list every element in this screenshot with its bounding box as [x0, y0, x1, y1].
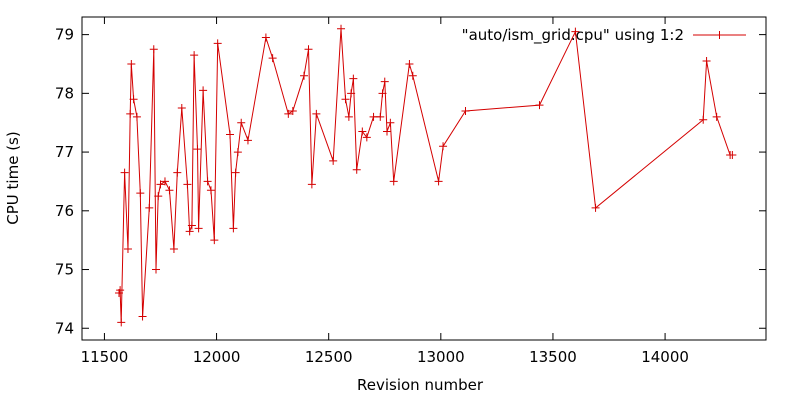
- x-tick-label: 11500: [81, 348, 129, 366]
- data-point: [358, 127, 367, 136]
- data-point: [329, 156, 338, 165]
- data-point: [389, 177, 398, 186]
- data-point: [138, 312, 147, 321]
- data-point: [288, 106, 297, 115]
- data-point: [231, 168, 240, 177]
- data-point: [160, 177, 169, 186]
- data-point: [337, 24, 346, 33]
- data-point: [571, 27, 580, 36]
- data-point: [728, 151, 737, 160]
- data-point: [187, 221, 196, 230]
- data-point: [352, 165, 361, 174]
- data-point: [362, 133, 371, 142]
- data-point: [312, 109, 321, 118]
- data-point: [304, 45, 313, 54]
- data-point: [237, 118, 246, 127]
- legend-label: "auto/ism_grid.cpu" using 1:2: [462, 26, 684, 45]
- y-tick-label: 77: [55, 143, 74, 161]
- data-point: [169, 244, 178, 253]
- data-point: [408, 71, 417, 80]
- data-point: [126, 109, 135, 118]
- data-point: [190, 51, 199, 60]
- data-point: [341, 95, 350, 104]
- data-point: [405, 59, 414, 68]
- data-point: [591, 203, 600, 212]
- data-point: [120, 168, 129, 177]
- data-point: [439, 142, 448, 151]
- data-point: [183, 180, 192, 189]
- data-point: [165, 186, 174, 195]
- data-point: [307, 180, 316, 189]
- data-point: [369, 112, 378, 121]
- x-axis-ticks: 11500 12000 12500 13000 13500 14000: [81, 17, 689, 366]
- data-point: [154, 192, 163, 201]
- data-point: [229, 224, 238, 233]
- data-point: [145, 203, 154, 212]
- data-point: [268, 54, 277, 63]
- data-point: [213, 39, 222, 48]
- data-point: [386, 118, 395, 127]
- data-point: [194, 224, 203, 233]
- y-tick-label: 74: [55, 319, 74, 337]
- x-tick-label: 13000: [417, 348, 465, 366]
- data-point: [461, 106, 470, 115]
- data-point: [347, 89, 356, 98]
- data-point: [712, 112, 721, 121]
- data-point: [382, 127, 391, 136]
- data-point: [233, 148, 242, 157]
- plot-frame: [81, 16, 767, 341]
- data-point: [127, 59, 136, 68]
- data-point: [210, 236, 219, 245]
- data-point: [378, 89, 387, 98]
- x-tick-label: 14000: [641, 348, 689, 366]
- data-point: [116, 286, 125, 295]
- data-point: [434, 177, 443, 186]
- x-tick-label: 12000: [193, 348, 241, 366]
- y-axis-title: CPU time (s): [4, 131, 22, 224]
- legend: "auto/ism_grid.cpu" using 1:2: [462, 26, 746, 45]
- data-point: [261, 33, 270, 42]
- data-point: [702, 57, 711, 66]
- y-tick-label: 78: [55, 84, 74, 102]
- data-point: [535, 101, 544, 110]
- data-point: [185, 227, 194, 236]
- y-tick-label: 79: [55, 26, 74, 44]
- data-point: [123, 244, 132, 253]
- data-point: [699, 115, 708, 124]
- data-point: [129, 95, 138, 104]
- y-tick-label: 76: [55, 202, 74, 220]
- series-layer: [115, 24, 737, 327]
- data-point: [349, 74, 358, 83]
- data-point: [132, 112, 141, 121]
- data-point: [376, 112, 385, 121]
- data-point: [173, 168, 182, 177]
- x-tick-label: 12500: [305, 348, 353, 366]
- data-point: [177, 104, 186, 113]
- data-point: [199, 86, 208, 95]
- data-point: [206, 186, 215, 195]
- series-line: [118, 28, 733, 323]
- data-point: [300, 71, 309, 80]
- data-point: [117, 318, 126, 327]
- data-point: [136, 189, 145, 198]
- legend-marker-symbol: [715, 31, 724, 39]
- data-point: [193, 145, 202, 154]
- x-tick-label: 13500: [529, 348, 577, 366]
- data-point: [380, 77, 389, 86]
- data-point: [344, 112, 353, 121]
- data-point: [149, 45, 158, 54]
- data-point: [156, 180, 165, 189]
- legend-marker: [715, 31, 724, 39]
- y-axis-ticks: 74 75 76 77 78 79: [55, 26, 766, 337]
- data-point: [284, 109, 293, 118]
- y-tick-label: 75: [55, 261, 74, 279]
- data-point: [226, 130, 235, 139]
- data-point: [152, 265, 161, 274]
- data-point: [243, 136, 252, 145]
- data-point: [203, 177, 212, 186]
- x-axis-title: Revision number: [357, 376, 484, 394]
